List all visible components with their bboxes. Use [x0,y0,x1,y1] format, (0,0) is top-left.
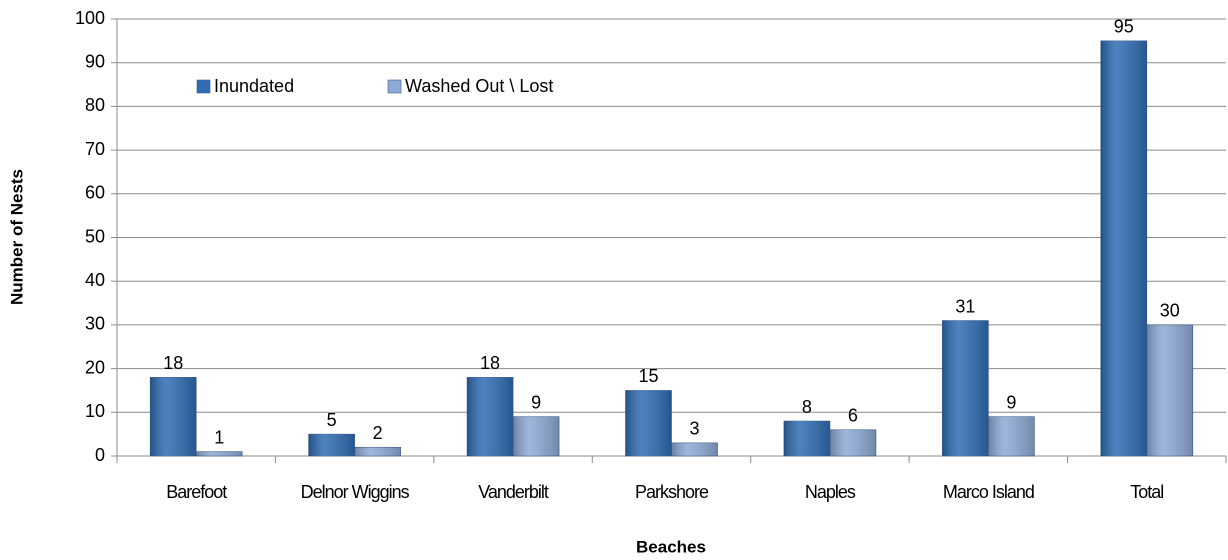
bar-shine [354,447,401,456]
x-tick-label: Vanderbilt [478,482,549,502]
bar-shine [783,421,830,456]
data-label: 15 [638,366,658,386]
y-tick-label: 50 [85,226,105,246]
y-axis-title: Number of Nests [7,169,26,305]
bar-shine [150,377,197,456]
bar-shine [467,377,514,456]
x-tick-label: Total [1130,482,1163,502]
data-label: 30 [1160,301,1180,321]
data-label: 6 [848,406,858,426]
data-label: 31 [955,296,975,316]
y-tick-label: 40 [85,270,105,290]
y-tick-label: 30 [85,314,105,334]
bar-shine [942,320,989,456]
bar-shine [625,390,672,456]
legend-label: Washed Out \ Lost [405,76,553,96]
bar-shine [308,434,355,456]
data-label: 3 [689,419,699,439]
x-axis-title: Beaches [636,537,706,556]
data-label: 2 [373,423,383,443]
data-label: 9 [531,392,541,412]
x-tick-label: Naples [805,482,856,502]
y-tick-label: 100 [75,8,105,28]
y-tick-label: 0 [95,445,105,465]
x-tick-label: Barefoot [166,482,227,502]
bar-shine [513,416,560,456]
y-tick-label: 10 [85,401,105,421]
legend-label: Inundated [214,76,294,96]
data-label: 95 [1114,17,1134,37]
y-tick-label: 90 [85,51,105,71]
data-label: 8 [802,397,812,417]
data-label: 9 [1006,392,1016,412]
data-label: 18 [480,353,500,373]
data-label: 18 [163,353,183,373]
bar-shine [988,416,1035,456]
bar-shine [196,451,243,456]
bar-shine [671,442,718,456]
legend-swatch [387,79,402,94]
bar-shine [1100,40,1147,456]
data-label: 5 [327,410,337,430]
data-label: 1 [214,427,224,447]
y-tick-label: 60 [85,183,105,203]
legend-swatch [196,79,211,94]
y-tick-label: 20 [85,357,105,377]
y-tick-label: 80 [85,95,105,115]
x-tick-label: Marco Island [943,482,1034,502]
bar-shine [1146,324,1193,456]
x-tick-label: Parkshore [635,482,709,502]
y-tick-label: 70 [85,139,105,159]
x-tick-label: Delnor Wiggins [301,482,410,502]
bar-shine [829,429,876,456]
